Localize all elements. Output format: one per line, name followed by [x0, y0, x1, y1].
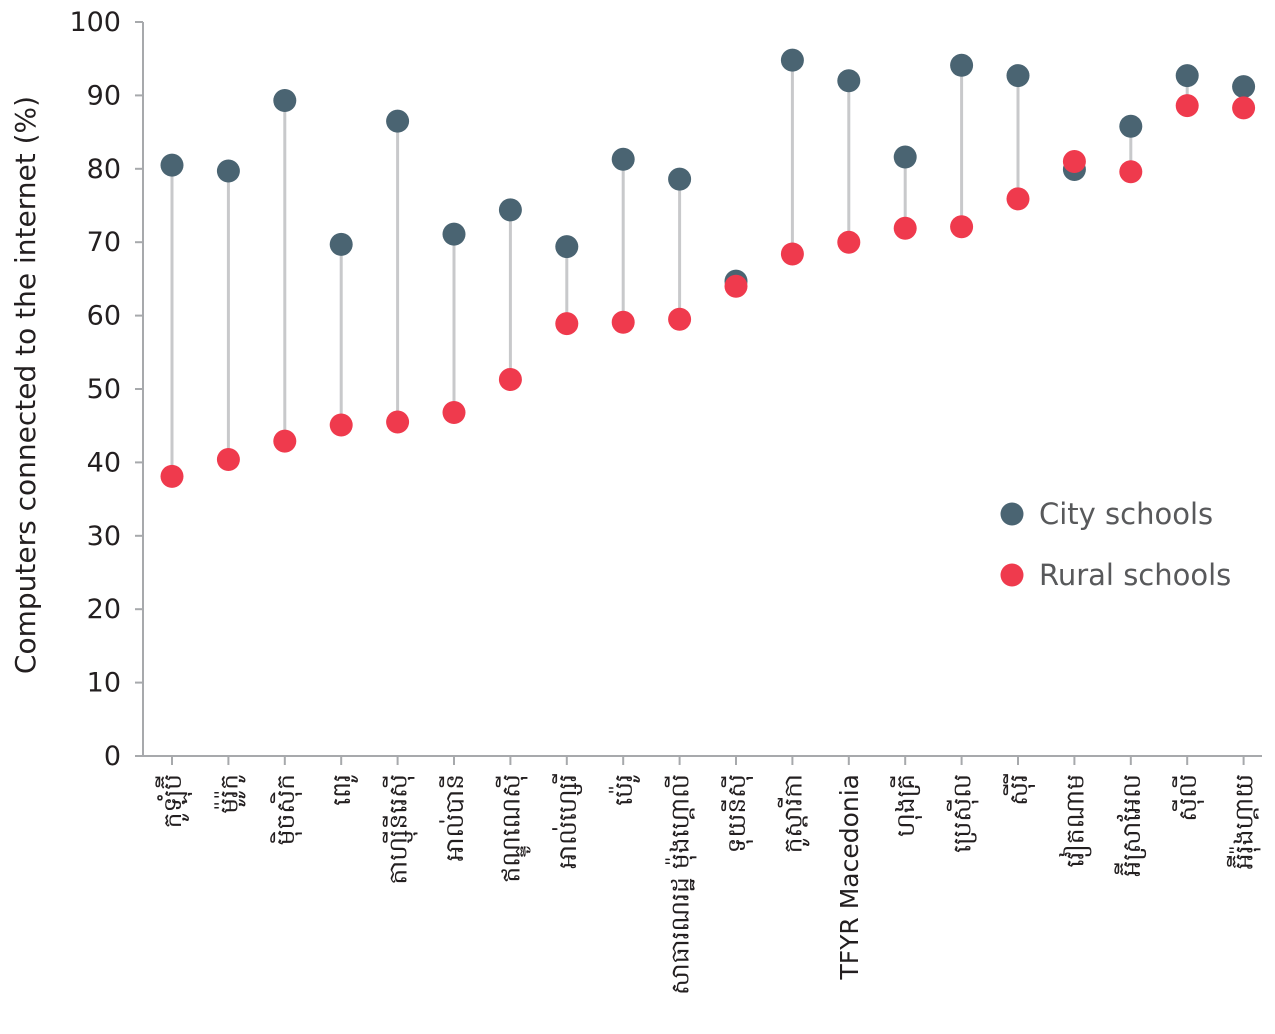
y-tick-label: 90	[87, 80, 121, 111]
city-point[interactable]	[893, 145, 917, 169]
x-tick-label: កូឡុំប៊ី	[155, 774, 192, 828]
rural-point[interactable]	[780, 242, 804, 266]
x-tick-label: តាហ្ស៊ីនីរេស៊ី	[383, 774, 418, 885]
y-tick-label: 30	[87, 521, 121, 552]
city-point[interactable]	[386, 109, 410, 133]
city-point[interactable]	[442, 222, 466, 246]
y-tick-label: 0	[104, 741, 121, 772]
city-point[interactable]	[216, 159, 240, 183]
rural-point[interactable]	[893, 216, 917, 240]
x-tick-label: អាល់ហ្សេរី	[552, 774, 583, 869]
x-tick-label: ឥណ្ឌូណេស៊ី	[495, 774, 530, 883]
legend-marker	[1000, 563, 1024, 587]
rural-point[interactable]	[498, 367, 522, 391]
rural-point[interactable]	[950, 215, 974, 239]
legend-marker	[1000, 502, 1024, 526]
y-tick-label: 100	[69, 7, 121, 38]
x-tick-label: TFYR Macedonia	[835, 774, 864, 981]
rural-point[interactable]	[273, 429, 297, 453]
rural-point[interactable]	[668, 307, 692, 331]
y-tick-label: 80	[87, 154, 121, 185]
city-point[interactable]	[1119, 114, 1143, 138]
rural-point[interactable]	[1175, 94, 1199, 118]
city-point[interactable]	[160, 153, 184, 177]
connector-lines	[170, 60, 1246, 477]
x-tick-label: អាល់បានី	[439, 774, 469, 861]
x-tick-label: ស៊ីរី	[1003, 774, 1035, 806]
data-points	[160, 48, 1256, 488]
rural-point[interactable]	[724, 274, 748, 298]
city-point[interactable]	[498, 198, 522, 222]
city-point[interactable]	[555, 235, 579, 259]
rural-point[interactable]	[216, 447, 240, 471]
x-tick-label: វៀតណាម	[1058, 774, 1091, 868]
x-tick-label: ទុយនីស៊ី	[721, 774, 753, 853]
city-point[interactable]	[837, 69, 861, 93]
legend-label: City schools	[1039, 497, 1213, 531]
y-tick-label: 60	[87, 301, 121, 332]
x-axis	[143, 755, 1262, 765]
x-tick-label: ពេរូ	[327, 774, 358, 806]
rural-point[interactable]	[555, 312, 579, 336]
y-axis-title: Computers connected to the internet (%)	[9, 96, 42, 674]
x-tick-label: ម៉ិចស៊ិក	[270, 774, 302, 845]
x-tick-label: ម៉ូរ៉ូកូ	[213, 774, 245, 814]
y-tick-label: 40	[87, 447, 121, 478]
x-tick-label: សាធារណរដ្ឋ ម៉ុងហ្គោលី	[665, 774, 697, 995]
city-point[interactable]	[273, 89, 297, 113]
city-point[interactable]	[950, 53, 974, 77]
rural-point[interactable]	[1119, 160, 1143, 184]
legend-item-rural[interactable]: Rural schools	[1000, 558, 1232, 592]
legend[interactable]: City schools Rural schools	[1000, 497, 1232, 592]
y-tick-label: 50	[87, 374, 121, 405]
x-tick-label: អ៊ីរ៉ុងហ្គាយ	[1227, 774, 1261, 869]
rural-point[interactable]	[329, 413, 353, 437]
x-tick-label: ប្រេស៊ីល	[947, 774, 979, 853]
rural-point[interactable]	[611, 310, 635, 334]
x-tick-label: ហុងគ្រី	[890, 774, 922, 837]
rural-point[interactable]	[1062, 149, 1086, 173]
rural-point[interactable]	[1006, 187, 1030, 211]
city-point[interactable]	[780, 48, 804, 72]
city-point[interactable]	[1232, 75, 1256, 99]
y-tick-label: 20	[87, 594, 121, 625]
city-point[interactable]	[668, 167, 692, 191]
x-tick-label: ប៉េរូ	[608, 774, 640, 806]
city-point[interactable]	[329, 232, 353, 256]
city-point[interactable]	[1006, 64, 1030, 88]
x-tick-label: កូស្តារីកា	[777, 774, 809, 853]
y-tick-label: 10	[87, 668, 121, 699]
legend-label: Rural schools	[1039, 558, 1231, 592]
x-tick-label: អ៊ីស្រាអែល	[1114, 774, 1147, 877]
category-labels: កូឡុំប៊ី ម៉ូរ៉ូកូ ម៉ិចស៊ិក ពេរូ តាហ្ស៊ីនីរេស…	[155, 774, 1261, 995]
rural-point[interactable]	[386, 410, 410, 434]
y-tick-label: 70	[87, 227, 121, 258]
legend-item-city[interactable]: City schools	[1000, 497, 1214, 531]
y-axis: 0 10 20 30 40 50 60 70 80 90 100	[69, 7, 144, 772]
x-tick-label: ស៊ីលី	[1172, 774, 1204, 822]
rural-point[interactable]	[160, 464, 184, 488]
city-point[interactable]	[611, 147, 635, 171]
rural-point[interactable]	[442, 400, 466, 424]
rural-point[interactable]	[837, 230, 861, 254]
rural-point[interactable]	[1232, 96, 1256, 120]
city-point[interactable]	[1175, 64, 1199, 88]
